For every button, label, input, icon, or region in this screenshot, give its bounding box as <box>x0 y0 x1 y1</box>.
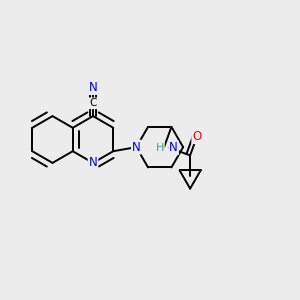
Text: O: O <box>192 130 202 143</box>
Text: N: N <box>89 81 98 94</box>
Text: N: N <box>89 156 98 170</box>
Text: H: H <box>155 143 164 153</box>
Text: C: C <box>89 98 97 108</box>
Text: N: N <box>132 141 141 154</box>
Text: N: N <box>169 141 178 154</box>
